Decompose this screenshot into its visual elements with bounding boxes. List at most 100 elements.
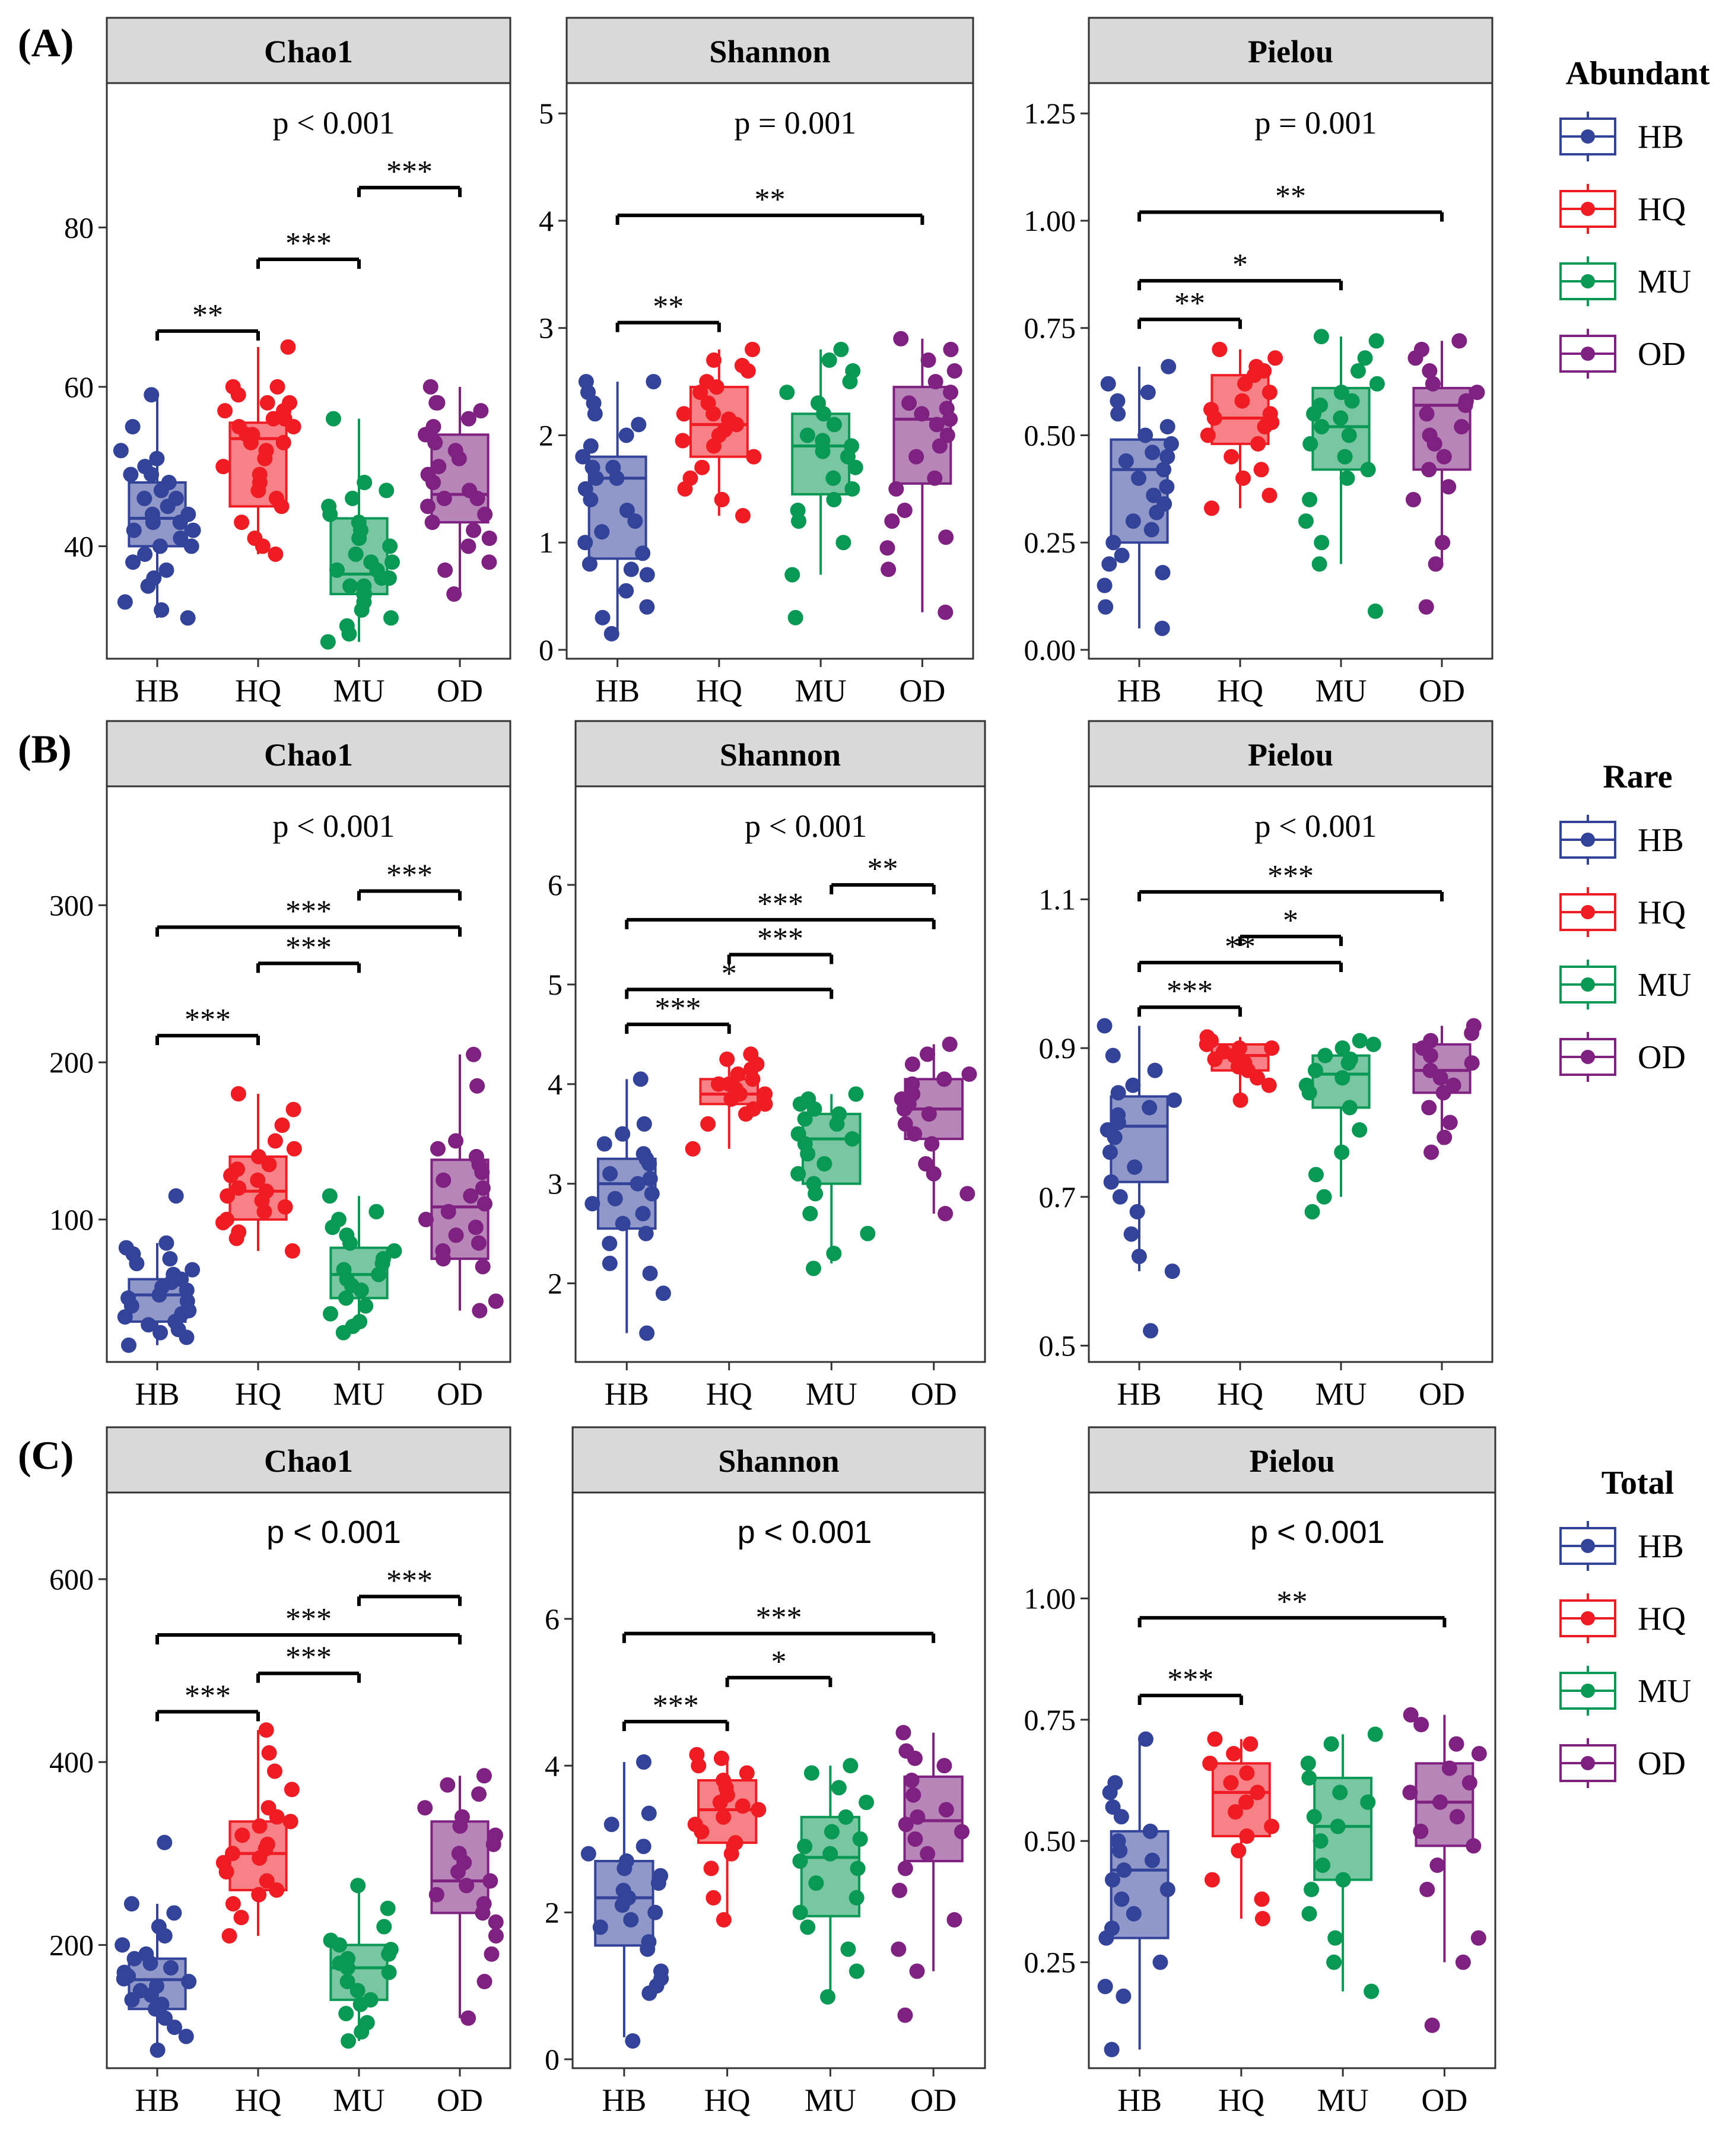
data-point: [471, 1786, 487, 1802]
legend-dot: [1581, 1539, 1595, 1553]
data-point: [653, 1868, 669, 1884]
data-point: [1155, 564, 1171, 580]
data-point: [1144, 1852, 1160, 1868]
data-point: [647, 1904, 663, 1920]
data-point: [1425, 376, 1441, 392]
data-point: [907, 1831, 923, 1847]
y-tick-label: 0.25: [1024, 1946, 1076, 1979]
data-point: [844, 438, 860, 454]
box-hb: [1097, 358, 1179, 636]
y-tick-label: 0.50: [1024, 418, 1076, 452]
data-point: [1130, 470, 1146, 486]
data-point: [721, 411, 737, 427]
data-point: [904, 1773, 920, 1788]
data-point: [623, 1912, 639, 1928]
data-point: [259, 1873, 275, 1889]
data-point: [605, 459, 621, 475]
data-point: [259, 395, 275, 411]
data-point: [113, 443, 129, 459]
y-tick-label: 1.00: [1024, 1582, 1076, 1615]
data-point: [168, 490, 184, 506]
panel-title: Shannon: [720, 737, 841, 773]
comparison-bracket: **: [1137, 1585, 1447, 1628]
data-point: [751, 1802, 767, 1818]
box-hb: [115, 1834, 197, 2058]
data-point: [136, 490, 152, 506]
data-point: [358, 1298, 374, 1314]
data-point: [901, 395, 917, 411]
p-value-label: p < 0.001: [1250, 1514, 1385, 1550]
data-point: [126, 1951, 142, 1967]
data-point: [1102, 1144, 1118, 1160]
data-point: [116, 1964, 132, 1980]
x-tick-label: HB: [135, 1376, 179, 1412]
data-point: [803, 1765, 819, 1781]
significance-label: ***: [285, 1602, 332, 1636]
data-point: [797, 1111, 813, 1127]
data-point: [1235, 470, 1251, 486]
box-od: [879, 331, 962, 620]
data-point: [1466, 1018, 1482, 1034]
box-mu: [1298, 1033, 1381, 1220]
legend-dot: [1581, 1756, 1595, 1770]
legend-dot: [1581, 905, 1595, 919]
data-point: [687, 1817, 703, 1833]
data-point: [914, 406, 930, 422]
data-point: [1429, 1857, 1445, 1874]
data-point: [473, 403, 489, 419]
data-point: [475, 1259, 491, 1275]
data-point: [907, 1126, 923, 1142]
data-point: [375, 1251, 391, 1267]
data-point: [779, 385, 795, 401]
data-point: [161, 475, 177, 490]
data-point: [802, 1206, 818, 1221]
y-tick-label: 1.1: [1039, 882, 1076, 916]
data-point: [152, 538, 168, 554]
significance-label: ***: [386, 859, 433, 893]
data-point: [1224, 449, 1240, 465]
data-point: [180, 506, 196, 522]
data-point: [1405, 491, 1421, 507]
legend-dot: [1581, 274, 1595, 288]
data-point: [476, 1974, 492, 1990]
significance-label: **: [192, 299, 223, 332]
data-point: [706, 352, 722, 368]
data-point: [1098, 599, 1114, 615]
data-point: [946, 363, 962, 379]
data-point: [1435, 535, 1451, 551]
data-point: [247, 531, 263, 546]
data-point: [905, 1787, 921, 1803]
data-point: [350, 1878, 366, 1894]
data-point: [1413, 1823, 1429, 1839]
data-point: [639, 567, 655, 583]
data-point: [1159, 449, 1175, 465]
data-point: [892, 1882, 908, 1898]
data-point: [381, 1964, 397, 1980]
data-point: [921, 1106, 937, 1122]
data-point: [918, 1156, 934, 1172]
data-point: [150, 2042, 166, 2058]
data-point: [221, 1928, 237, 1944]
data-point: [447, 443, 463, 459]
data-point: [1243, 1736, 1259, 1752]
data-point: [154, 602, 170, 618]
data-point: [357, 475, 373, 490]
data-point: [280, 339, 296, 355]
legend-label: HQ: [1638, 1601, 1686, 1637]
data-point: [149, 450, 165, 466]
data-point: [1154, 620, 1170, 636]
comparison-bracket: ***: [1137, 859, 1444, 901]
data-point: [826, 1246, 842, 1262]
comparison-bracket: ***: [622, 1689, 729, 1732]
data-point: [790, 1126, 806, 1142]
legend-item-hb: HB: [1559, 815, 1684, 865]
legend-item-od: OD: [1559, 1738, 1686, 1788]
data-point: [815, 443, 831, 459]
data-point: [157, 2010, 173, 2026]
comparison-bracket: **: [830, 852, 936, 895]
y-tick-label: 4: [539, 204, 554, 237]
data-point: [826, 491, 842, 507]
legend-title: Rare: [1603, 758, 1672, 795]
